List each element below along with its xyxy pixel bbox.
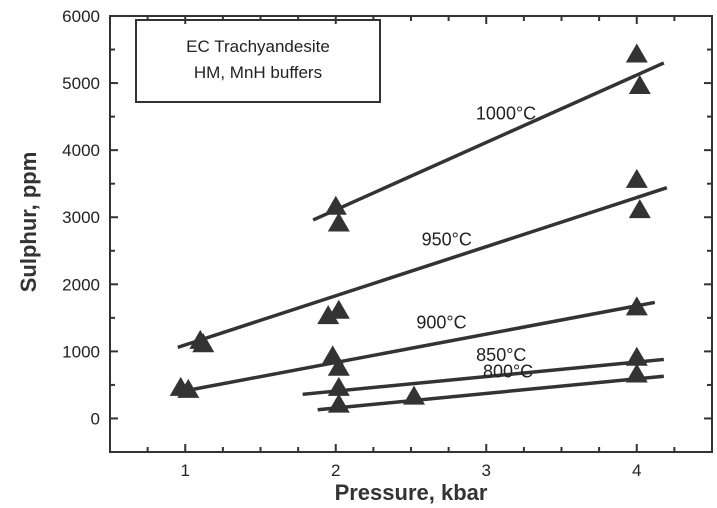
y-tick-label: 4000	[62, 141, 100, 160]
fit-line-850C	[302, 357, 665, 397]
series-label-900C: 900°C	[416, 313, 466, 333]
y-axis-title: Sulphur, ppm	[16, 152, 41, 293]
fit-line-800C	[317, 374, 665, 412]
y-tick-label: 5000	[62, 74, 100, 93]
y-tick-label: 6000	[62, 7, 100, 26]
data-point-1000C	[625, 43, 648, 63]
fit-line-950C	[177, 186, 668, 350]
data-point-1000C	[324, 195, 347, 215]
data-point-950C	[317, 305, 340, 325]
series-label-1000C: 1000°C	[476, 104, 536, 124]
series-label-950C: 950°C	[422, 230, 472, 250]
data-point-950C	[625, 168, 648, 188]
data-point-850C	[625, 346, 648, 366]
legend-border	[135, 19, 381, 103]
data-point-1000C	[628, 75, 651, 94]
legend-box: EC Trachyandesite HM, MnH buffers	[135, 19, 381, 103]
data-point-950C	[192, 333, 215, 353]
x-tick-label: 3	[482, 461, 491, 480]
fit-line-900C	[180, 300, 656, 394]
series-label-850C: 850°C	[476, 345, 526, 365]
y-tick-label: 0	[91, 409, 100, 428]
x-tick-labels: 1 2 3 4	[181, 461, 642, 480]
y-tick-labels: 0 1000 2000 3000 4000 5000 6000	[62, 7, 100, 428]
legend-line-2: HM, MnH buffers	[194, 63, 322, 82]
data-point-850C	[327, 376, 350, 396]
data-point-950C	[628, 199, 651, 219]
data-point-800C	[625, 363, 648, 383]
fit-lines	[177, 61, 668, 412]
series-label-800C: 800°C	[483, 361, 533, 381]
y-tick-label: 1000	[62, 342, 100, 361]
legend-line-1: EC Trachyandesite	[186, 37, 330, 56]
data-point-800C	[403, 385, 425, 405]
data-point-900C	[327, 356, 350, 376]
x-tick-label: 2	[331, 461, 340, 480]
y-tick-label: 2000	[62, 275, 100, 294]
data-markers	[169, 43, 651, 413]
x-tick-label: 1	[181, 461, 190, 480]
x-tick-label: 4	[632, 461, 641, 480]
y-tick-label: 3000	[62, 208, 100, 227]
data-point-950C	[327, 299, 350, 319]
x-axis-title: Pressure, kbar	[335, 480, 488, 505]
data-point-900C	[625, 296, 648, 316]
fit-line-1000C	[312, 61, 665, 222]
data-point-1000C	[327, 212, 350, 232]
axis-ticks	[109, 15, 713, 453]
data-point-800C	[327, 393, 350, 413]
data-point-900C	[177, 378, 200, 398]
